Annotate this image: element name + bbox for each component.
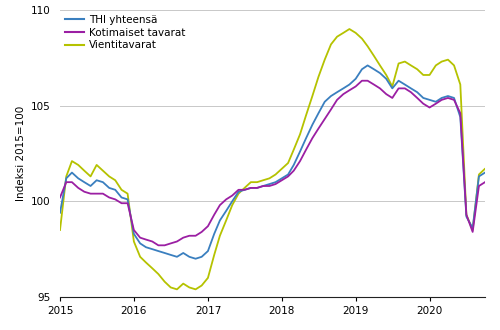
Line: Kotimaiset tavarat: Kotimaiset tavarat: [60, 81, 492, 245]
Legend: THI yhteensä, Kotimaiset tavarat, Vientitavarat: THI yhteensä, Kotimaiset tavarat, Vienti…: [63, 13, 188, 52]
Line: Vientitavarat: Vientitavarat: [60, 29, 492, 289]
Line: THI yhteensä: THI yhteensä: [60, 65, 492, 259]
Y-axis label: Indeksi 2015=100: Indeksi 2015=100: [16, 106, 26, 201]
